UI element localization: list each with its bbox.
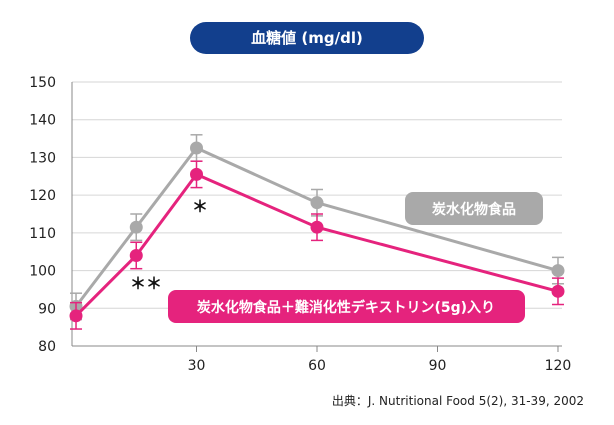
y-tick-label: 150 xyxy=(29,75,56,91)
data-point xyxy=(310,220,324,234)
annotation-asterisk-30: ＊ xyxy=(192,197,208,216)
data-point xyxy=(129,220,143,234)
source-note: 出典：J. Nutritional Food 5(2), 31-39, 2002 xyxy=(332,394,584,408)
legend-tag-pink xyxy=(168,290,525,323)
x-tick-label: 120 xyxy=(545,358,572,374)
data-point xyxy=(551,284,565,298)
y-tick-label: 140 xyxy=(29,113,56,129)
y-tick-labels: 150 140 130 120 110 100 90 80 xyxy=(29,75,56,355)
data-point xyxy=(551,264,565,278)
legend-label-pink: 炭水化物食品＋難消化性デキストリン(5g)入り xyxy=(197,299,495,316)
x-tick-label: 90 xyxy=(429,358,447,374)
data-point xyxy=(69,309,83,323)
y-tick-label: 90 xyxy=(38,301,56,317)
x-tick-label: 60 xyxy=(308,358,326,374)
y-tick-label: 80 xyxy=(38,339,56,355)
data-point xyxy=(129,248,143,262)
series-1 xyxy=(69,160,565,330)
data-point xyxy=(190,141,204,155)
series xyxy=(69,134,565,330)
y-tick-label: 120 xyxy=(29,188,56,204)
legend-tag-grey xyxy=(405,192,543,225)
data-point xyxy=(310,196,324,210)
title-pill xyxy=(190,22,424,54)
legend-label-grey: 炭水化物食品 xyxy=(432,201,516,218)
y-tick-label: 110 xyxy=(29,226,56,242)
annotation-asterisk-15: ＊＊ xyxy=(130,274,162,293)
chart-title: 血糖値 (mg/dl) xyxy=(251,29,363,47)
data-point xyxy=(190,167,204,181)
y-tick-label: 100 xyxy=(29,264,56,280)
x-tick-label: 30 xyxy=(188,358,206,374)
y-tick-label: 130 xyxy=(29,150,56,166)
x-tick-labels: 30 60 90 120 xyxy=(188,358,572,374)
